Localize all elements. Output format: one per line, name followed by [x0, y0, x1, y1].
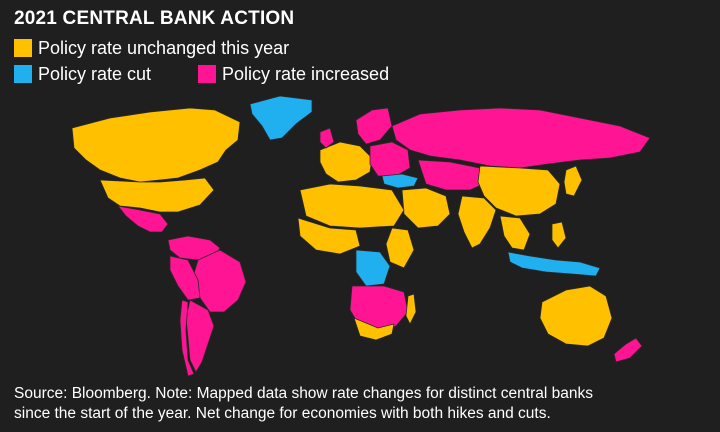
map-title: 2021 CENTRAL BANK ACTION — [14, 8, 295, 29]
region-united-kingdom — [319, 127, 335, 149]
region-argentina — [185, 299, 215, 373]
region-central-asia — [417, 159, 489, 191]
region-canada — [71, 107, 241, 183]
region-western-europe — [319, 141, 373, 183]
region-mexico — [117, 205, 169, 233]
region-south-africa — [353, 317, 395, 341]
legend-item-increased: Policy rate increased — [198, 64, 389, 84]
legend-swatch-unchanged — [14, 39, 32, 57]
region-india — [457, 195, 497, 249]
region-new-zealand — [613, 337, 643, 363]
region-russia — [391, 107, 651, 169]
legend-label-increased: Policy rate increased — [222, 64, 390, 84]
region-turkey — [381, 173, 419, 189]
footnote-line-2: since the start of the year. Net change … — [14, 405, 551, 422]
region-indonesia — [507, 251, 601, 277]
region-scandinavia — [355, 107, 393, 145]
region-china — [477, 165, 561, 217]
footnote-line-1: Source: Bloomberg. Note: Mapped data sho… — [14, 385, 593, 402]
region-north-africa — [299, 183, 405, 229]
region-australia — [539, 285, 613, 347]
legend-item-cut: Policy rate cut — [14, 64, 151, 84]
region-southeast-asia — [499, 215, 531, 251]
region-madagascar — [405, 293, 417, 325]
legend-label-unchanged: Policy rate unchanged this year — [38, 38, 290, 58]
legend-label-cut: Policy rate cut — [38, 64, 152, 84]
region-philippines — [551, 221, 567, 249]
region-brazil — [191, 249, 247, 313]
region-west-africa — [297, 217, 361, 255]
region-united-states — [99, 177, 215, 213]
region-east-africa — [385, 227, 415, 269]
legend-swatch-cut — [14, 65, 32, 83]
source-footnote: Source: Bloomberg. Note: Mapped data sho… — [14, 384, 714, 424]
region-peru-bolivia — [169, 255, 201, 301]
region-chile — [179, 299, 195, 377]
region-middle-east — [401, 187, 451, 229]
region-dr-congo — [355, 249, 391, 287]
legend-swatch-increased — [198, 65, 216, 83]
legend-item-unchanged: Policy rate unchanged this year — [14, 38, 289, 58]
region-eastern-europe — [369, 141, 411, 177]
region-japan — [563, 165, 583, 197]
region-greenland — [249, 95, 313, 141]
